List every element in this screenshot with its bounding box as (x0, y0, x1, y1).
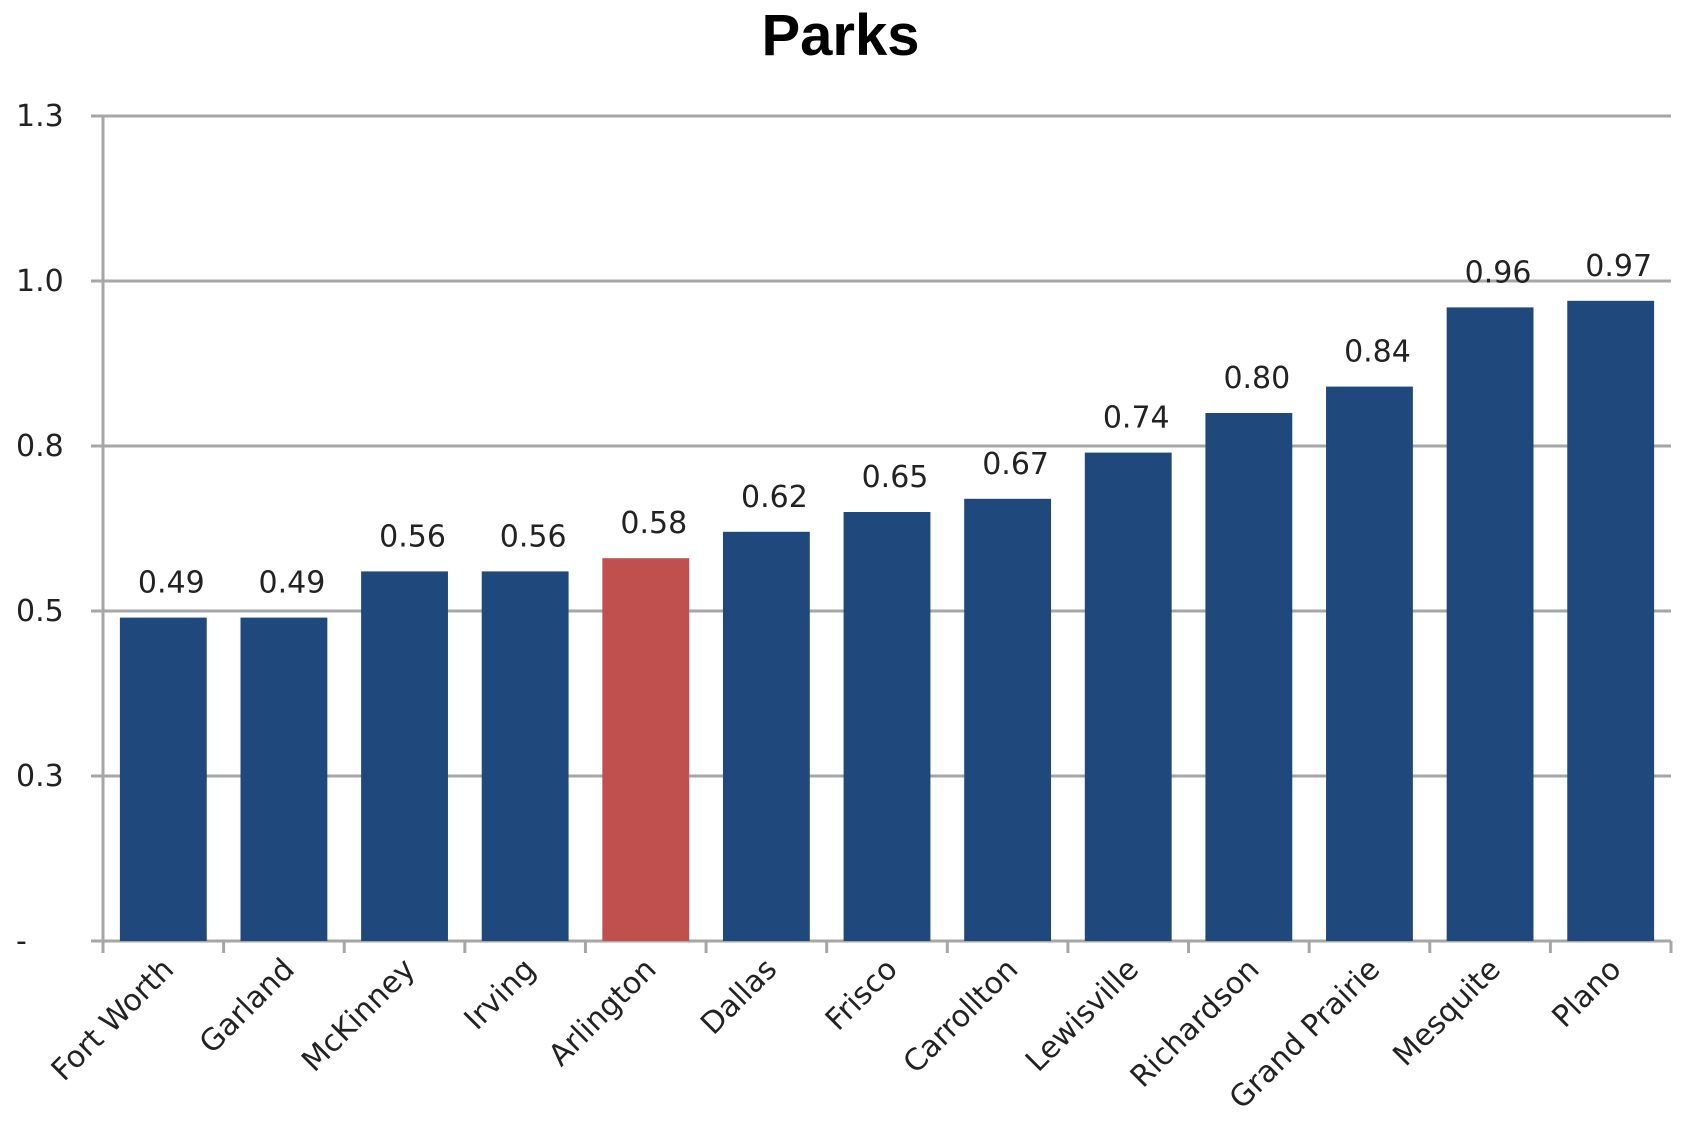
y-tick-label: 0.3 (16, 759, 64, 794)
data-label: 0.56 (379, 519, 446, 554)
y-tick-label: 0.8 (16, 429, 64, 464)
bar (1205, 413, 1293, 941)
data-label: 0.74 (1103, 401, 1170, 436)
x-tick-label: Garland (193, 952, 302, 1061)
bar (240, 617, 328, 941)
bar (1326, 386, 1413, 942)
data-label: 0.84 (1344, 335, 1411, 370)
x-tick-label: McKinney (295, 952, 422, 1079)
data-label: 0.67 (982, 447, 1049, 482)
data-label: 0.62 (741, 480, 808, 515)
x-tick-label: Arlington (542, 952, 663, 1073)
data-label: 0.56 (500, 519, 567, 554)
bar (722, 531, 810, 941)
y-tick-label: 1.0 (16, 264, 64, 299)
data-label: 0.49 (259, 566, 326, 601)
data-label: 0.96 (1465, 255, 1532, 290)
bar (1084, 452, 1172, 941)
data-label: 0.80 (1223, 361, 1290, 396)
data-label: 0.49 (138, 566, 205, 601)
x-tick-label: Fort Worth (45, 952, 181, 1088)
bar (481, 571, 569, 941)
x-tick-label: Plano (1545, 952, 1628, 1035)
bar (119, 617, 207, 941)
bar (1446, 307, 1534, 941)
x-tick-label: Carrollton (897, 952, 1026, 1081)
x-tick-label: Frisco (819, 952, 905, 1038)
bar (964, 498, 1052, 941)
data-label: 0.97 (1585, 249, 1652, 284)
bar (602, 558, 690, 941)
x-tick-label: Dallas (694, 952, 784, 1042)
bar (1567, 300, 1655, 941)
bar (843, 512, 931, 941)
x-tick-label: Lewisville (1019, 952, 1146, 1079)
bar (361, 571, 448, 941)
data-label: 0.65 (862, 460, 929, 495)
y-tick-label: 0.5 (16, 594, 64, 629)
chart-title: Parks (761, 3, 920, 68)
data-label: 0.58 (620, 506, 687, 541)
x-tick-label: Irving (458, 952, 543, 1037)
x-tick-label: Mesquite (1386, 952, 1507, 1073)
y-tick-label: - (16, 924, 27, 959)
y-tick-label: 1.3 (16, 99, 64, 134)
